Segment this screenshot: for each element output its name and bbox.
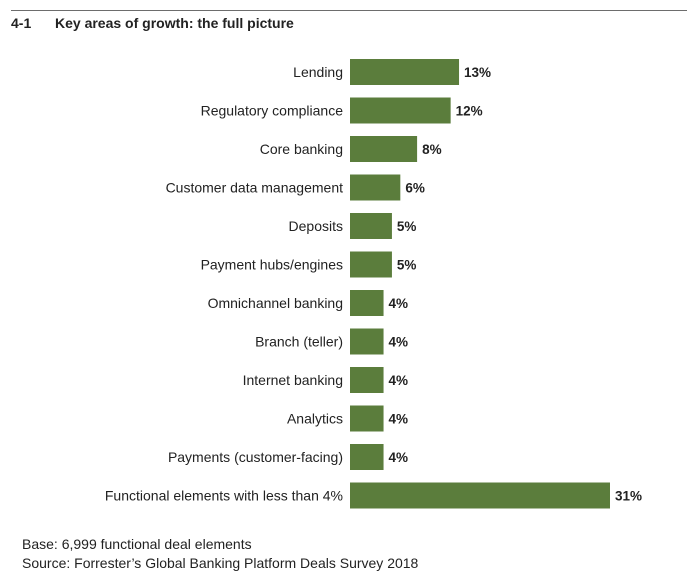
value-label: 31% <box>615 489 642 504</box>
bar <box>350 251 392 278</box>
category-label: Customer data management <box>166 180 344 196</box>
value-label: 5% <box>397 219 417 234</box>
value-label: 4% <box>389 335 409 350</box>
category-label: Regulatory compliance <box>201 103 344 119</box>
category-label: Payments (customer-facing) <box>168 449 343 465</box>
value-label: 12% <box>456 104 483 119</box>
category-label: Deposits <box>289 218 343 234</box>
value-label: 6% <box>405 181 425 196</box>
bar <box>350 174 401 201</box>
bar <box>350 97 451 124</box>
category-label: Omnichannel banking <box>208 295 343 311</box>
value-label: 13% <box>464 65 491 80</box>
category-label: Internet banking <box>243 372 343 388</box>
bar <box>350 367 384 393</box>
figure-number: 4-1 <box>11 15 32 31</box>
category-label: Lending <box>293 64 343 80</box>
value-label: 4% <box>389 412 409 427</box>
value-label: 5% <box>397 258 417 273</box>
bar <box>350 290 384 316</box>
category-label: Analytics <box>287 411 343 427</box>
bar <box>350 405 384 432</box>
bar <box>350 482 610 509</box>
title-rule <box>11 10 687 11</box>
value-label: 4% <box>389 296 409 311</box>
source-note: Source: Forrester’s Global Banking Platf… <box>22 555 419 571</box>
bar <box>350 136 418 162</box>
value-label: 4% <box>389 373 409 388</box>
chart-title: Key areas of growth: the full picture <box>55 15 294 31</box>
value-label: 8% <box>422 142 442 157</box>
category-label: Functional elements with less than 4% <box>105 488 343 504</box>
category-label: Branch (teller) <box>255 334 343 350</box>
bar <box>350 213 392 239</box>
bar <box>350 328 384 355</box>
bar-chart: Lending 13% Regulatory compliance 12% Core b… <box>105 59 642 509</box>
category-label: Core banking <box>260 141 343 157</box>
bar <box>350 444 384 470</box>
value-label: 4% <box>389 450 409 465</box>
bar <box>350 59 460 85</box>
base-note: Base: 6,999 functional deal elements <box>22 536 252 552</box>
category-label: Payment hubs/engines <box>201 257 343 273</box>
